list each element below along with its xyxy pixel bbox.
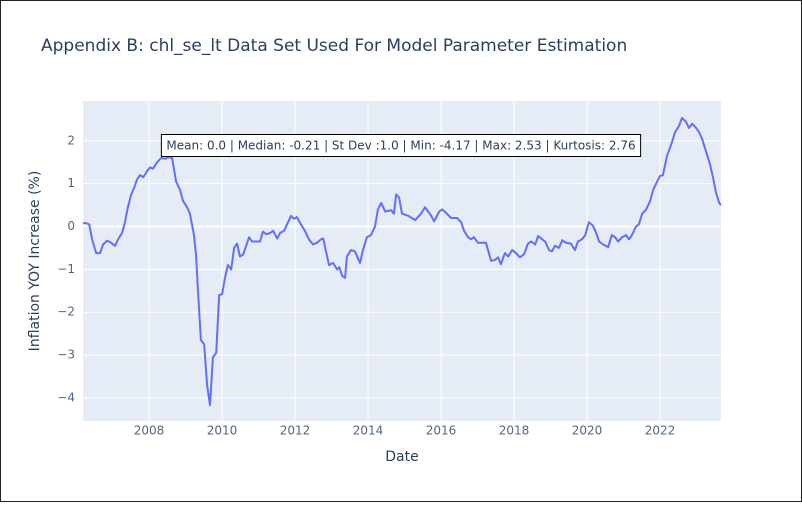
y-tick-label: −3 xyxy=(57,348,75,362)
annotation-box xyxy=(160,134,642,157)
y-tick-label: −1 xyxy=(57,262,75,276)
x-tick-label: 2008 xyxy=(134,424,165,438)
y-tick-label: −2 xyxy=(57,305,75,319)
chart-title: Appendix B: chl_se_lt Data Set Used For … xyxy=(41,36,627,56)
y-tick-label: −4 xyxy=(57,390,75,404)
y-tick-label: 1 xyxy=(67,176,75,190)
x-tick-label: 2020 xyxy=(572,424,603,438)
y-tick-label: 0 xyxy=(67,219,75,233)
x-tick-label: 2022 xyxy=(645,424,676,438)
y-axis-title: Inflation YOY Increase (%) xyxy=(27,171,43,352)
x-tick-label: 2010 xyxy=(207,424,238,438)
y-tick-label: 2 xyxy=(67,133,75,147)
annotation: Mean: 0.0 | Median: -0.21 | St Dev :1.0 … xyxy=(166,139,635,153)
data-line xyxy=(83,117,722,407)
x-axis-title: Date xyxy=(385,449,418,465)
x-tick-label: 2018 xyxy=(499,424,530,438)
x-tick-label: 2016 xyxy=(426,424,457,438)
x-tick-label: 2014 xyxy=(353,424,384,438)
x-tick-label: 2012 xyxy=(280,424,311,438)
